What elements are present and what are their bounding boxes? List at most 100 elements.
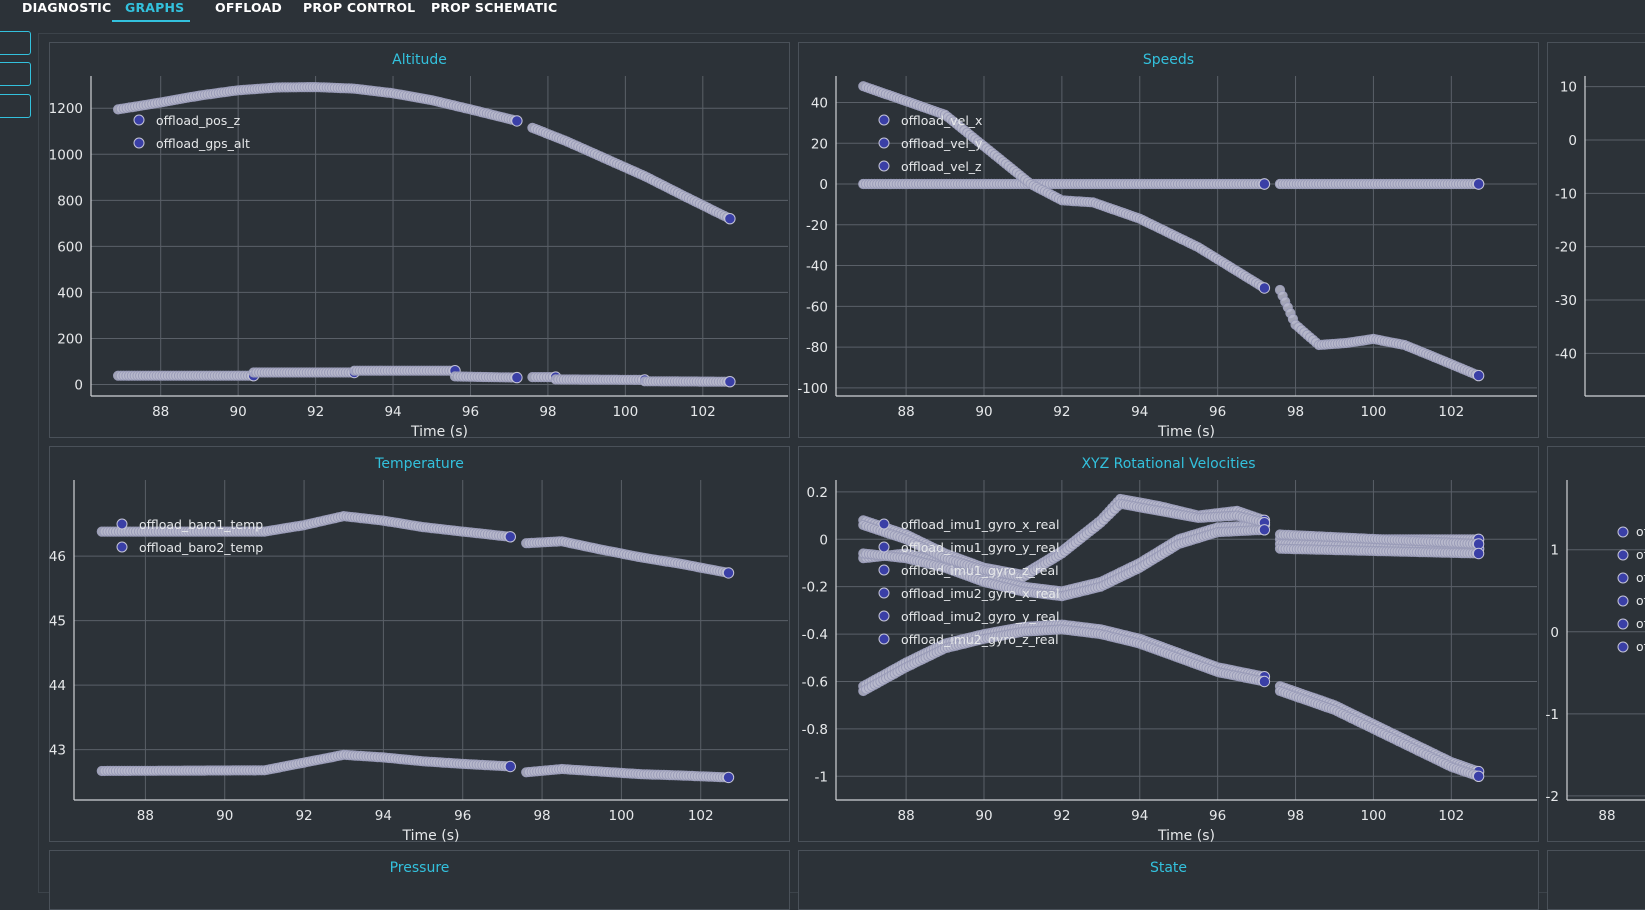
x-tick-label: 100 [609, 808, 635, 824]
y-tick-label: 43 [49, 743, 66, 759]
x-tick-label: 88 [152, 404, 169, 420]
x-tick-label: 90 [216, 808, 233, 824]
chart-2: 10 0 -10 -20 -30 -40 [1555, 76, 1645, 397]
data-point [511, 115, 523, 127]
tab-offload[interactable]: OFFLOAD [215, 0, 282, 15]
y-tick-label: 1000 [49, 147, 83, 163]
x-tick-label: 102 [690, 404, 716, 420]
side-button-3[interactable] [0, 94, 31, 118]
series-5 [858, 624, 1485, 782]
legend-label: offload_vel_x [901, 113, 982, 128]
data-point [1472, 369, 1485, 382]
legend-marker [1617, 549, 1629, 561]
legend-marker [116, 518, 128, 530]
legend-marker [1617, 618, 1629, 630]
data-point [1472, 770, 1485, 782]
panel-title-pressure: Pressure [389, 860, 450, 876]
panel-title-temperature: Temperature [375, 456, 464, 472]
data-point [1258, 675, 1271, 688]
panel-title-altitude: Altitude [392, 52, 447, 68]
side-button-1[interactable] [0, 31, 31, 55]
y-tick-label: 0 [1568, 133, 1577, 149]
legend-label: offload_baro1_temp [139, 517, 263, 532]
x-tick-label: 94 [1131, 404, 1148, 420]
y-tick-label: 1200 [49, 101, 83, 117]
legend-marker [878, 610, 890, 622]
tab-prop-schematic[interactable]: PROP SCHEMATIC [431, 0, 558, 15]
tab-graphs[interactable]: GRAPHS [112, 0, 190, 22]
y-tick-label: -40 [1555, 346, 1577, 362]
data-point [504, 760, 516, 773]
y-tick-label: -0.2 [802, 580, 828, 596]
y-tick-label: 1 [1550, 543, 1559, 559]
y-tick-label: 46 [49, 549, 66, 565]
x-axis-label: Time (s) [1157, 424, 1215, 440]
series-1 [858, 178, 1485, 190]
y-tick-label: 0 [819, 532, 828, 548]
legend-label: of [1636, 547, 1645, 562]
legend-label: offload_imu2_gyro_z_real [901, 632, 1059, 647]
tab-prop-control[interactable]: PROP CONTROL [303, 0, 416, 15]
x-tick-label: 90 [975, 808, 992, 824]
y-tick-label: -80 [806, 340, 828, 356]
legend-label: offload_vel_y [901, 136, 983, 151]
x-tick-label: 92 [1053, 808, 1070, 824]
series-layer [858, 493, 1485, 782]
series-layer [858, 81, 1485, 382]
legend: offload_pos_z offload_gps_alt [133, 113, 250, 151]
series-4 [858, 524, 1485, 602]
data-point [1258, 524, 1271, 536]
panel-title-state: State [1149, 860, 1188, 876]
series-1 [113, 365, 736, 388]
x-tick-label: 92 [295, 808, 312, 824]
y-tick-label: -100 [797, 381, 828, 397]
y-tick-label: 200 [57, 331, 83, 347]
panel-title-speeds: Speeds [1142, 52, 1195, 68]
y-tick-label: -1 [1546, 707, 1559, 723]
x-tick-label: 100 [1361, 808, 1387, 824]
x-tick-label: 96 [1209, 808, 1226, 824]
x-axis-label: Time (s) [402, 828, 460, 844]
y-tick-label: 20 [811, 136, 828, 152]
series-layer [113, 82, 736, 388]
x-tick-label: 88 [898, 404, 915, 420]
legend-marker [878, 160, 890, 172]
x-tick-label: 98 [1287, 404, 1304, 420]
data-point [722, 771, 735, 784]
x-tick-label: 90 [230, 404, 247, 420]
y-tick-label: 10 [1560, 80, 1577, 96]
tab-bar: DIAGNOSTIC GRAPHS OFFLOAD PROP CONTROL P… [0, 0, 1645, 22]
y-tick-label: 0 [819, 177, 828, 193]
y-tick-label: 44 [49, 678, 66, 694]
x-axis-label: Time (s) [1157, 828, 1215, 844]
data-point [1258, 282, 1271, 294]
legend-label: of [1636, 616, 1645, 631]
legend-label: offload_pos_z [156, 113, 241, 128]
y-tick-label: 0 [74, 377, 83, 393]
series-0 [96, 510, 735, 579]
series-3 [858, 498, 1485, 583]
y-tick-label: -40 [806, 259, 828, 275]
legend-marker [878, 518, 890, 530]
y-tick-label: 0.2 [807, 485, 828, 501]
x-tick-label: 92 [307, 404, 324, 420]
x-tick-label: 88 [137, 808, 154, 824]
y-tick-label: -0.4 [802, 627, 828, 643]
series-0 [113, 82, 736, 225]
legend-marker [133, 114, 145, 126]
side-button-2[interactable] [0, 62, 31, 86]
legend-marker [133, 137, 145, 149]
y-tick-label: -0.8 [802, 722, 828, 738]
y-tick-label: -20 [1555, 240, 1577, 256]
series-1 [96, 749, 735, 784]
legend: offload_baro1_temp offload_baro2_temp [116, 517, 263, 555]
chart-1: 40 20 0 -20 -40 -60 -80 -100 88 90 92 94 96 98 100 102 T… [797, 76, 1537, 440]
y-tick-label: 400 [57, 285, 83, 301]
x-tick-label: 92 [1053, 404, 1070, 420]
legend-label: offload_imu1_gyro_y_real [901, 540, 1059, 555]
data-point [724, 213, 736, 225]
tab-diagnostic[interactable]: DIAGNOSTIC [22, 0, 112, 15]
x-tick-label: 94 [375, 808, 392, 824]
x-tick-label: 94 [384, 404, 401, 420]
chart-0: 0 200 400 600 800 1000 1200 88 90 92 94 96 98 100 102 T… [49, 76, 788, 440]
